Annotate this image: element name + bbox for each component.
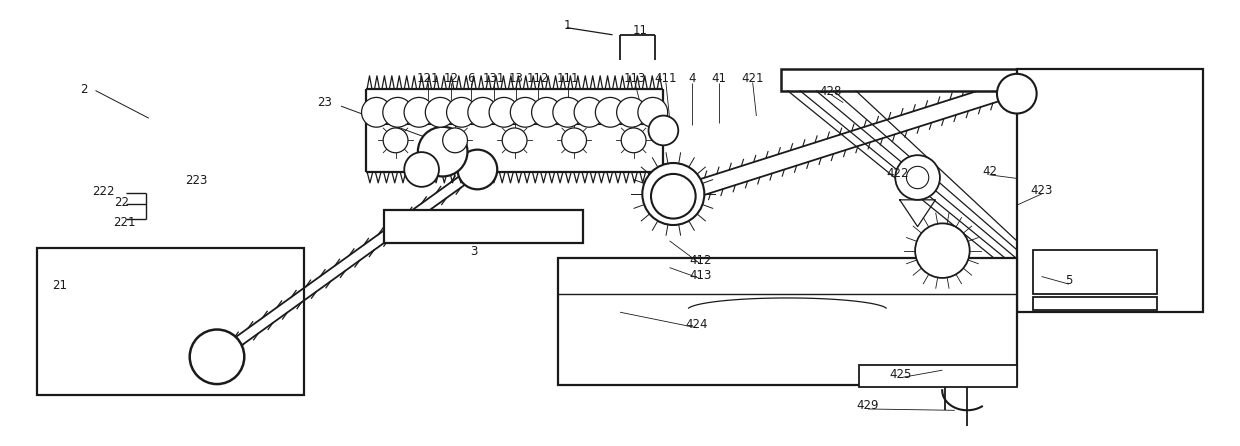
Circle shape bbox=[574, 97, 604, 127]
Text: 413: 413 bbox=[689, 269, 712, 282]
Circle shape bbox=[489, 97, 518, 127]
Circle shape bbox=[502, 128, 527, 153]
Text: 425: 425 bbox=[889, 368, 911, 381]
Circle shape bbox=[362, 97, 392, 127]
Circle shape bbox=[404, 152, 439, 187]
Text: 1: 1 bbox=[564, 19, 572, 33]
Circle shape bbox=[511, 97, 541, 127]
Text: 5: 5 bbox=[1065, 274, 1073, 288]
Circle shape bbox=[404, 97, 434, 127]
Circle shape bbox=[906, 166, 929, 189]
Bar bbox=[1033, 250, 1157, 294]
Text: 429: 429 bbox=[857, 399, 879, 413]
Text: 3: 3 bbox=[470, 245, 477, 259]
Circle shape bbox=[649, 116, 678, 145]
Circle shape bbox=[915, 223, 970, 278]
Circle shape bbox=[443, 128, 467, 153]
Text: 223: 223 bbox=[185, 174, 207, 187]
Circle shape bbox=[553, 97, 583, 127]
Circle shape bbox=[997, 74, 1037, 113]
Circle shape bbox=[895, 155, 940, 200]
Text: 222: 222 bbox=[92, 185, 114, 198]
Circle shape bbox=[446, 97, 476, 127]
Circle shape bbox=[642, 163, 704, 225]
Text: 2: 2 bbox=[81, 83, 88, 96]
Text: 428: 428 bbox=[820, 85, 842, 98]
Text: 11: 11 bbox=[632, 24, 647, 37]
Text: 111: 111 bbox=[557, 71, 579, 85]
Bar bbox=[558, 258, 1017, 385]
Text: 423: 423 bbox=[1030, 184, 1053, 198]
Bar bbox=[859, 365, 1017, 387]
Text: 113: 113 bbox=[624, 71, 646, 85]
Text: 22: 22 bbox=[114, 196, 129, 210]
Circle shape bbox=[532, 97, 562, 127]
Circle shape bbox=[616, 97, 646, 127]
Text: 424: 424 bbox=[686, 318, 708, 331]
Text: 42: 42 bbox=[982, 165, 997, 178]
Bar bbox=[1033, 297, 1157, 310]
Circle shape bbox=[562, 128, 587, 153]
Text: 422: 422 bbox=[887, 166, 909, 180]
Text: 21: 21 bbox=[52, 279, 67, 292]
Bar bbox=[37, 248, 304, 395]
Text: 421: 421 bbox=[742, 71, 764, 85]
Text: 6: 6 bbox=[467, 71, 475, 85]
Circle shape bbox=[383, 128, 408, 153]
Bar bbox=[384, 210, 583, 243]
Text: 411: 411 bbox=[655, 71, 677, 85]
Text: 131: 131 bbox=[482, 71, 505, 85]
Text: 4: 4 bbox=[688, 71, 696, 85]
Text: 41: 41 bbox=[712, 71, 727, 85]
Circle shape bbox=[190, 330, 244, 384]
Text: 12: 12 bbox=[444, 71, 459, 85]
Circle shape bbox=[418, 127, 467, 177]
Text: 112: 112 bbox=[527, 71, 549, 85]
Circle shape bbox=[651, 174, 696, 219]
Text: 412: 412 bbox=[689, 254, 712, 268]
Text: 221: 221 bbox=[113, 216, 135, 230]
Circle shape bbox=[637, 97, 667, 127]
Circle shape bbox=[467, 97, 497, 127]
Text: 13: 13 bbox=[508, 71, 523, 85]
Circle shape bbox=[383, 97, 413, 127]
Circle shape bbox=[595, 97, 625, 127]
Circle shape bbox=[458, 150, 497, 189]
Bar bbox=[1017, 69, 1203, 312]
Bar bbox=[781, 69, 1042, 91]
Circle shape bbox=[425, 97, 455, 127]
Text: 121: 121 bbox=[417, 71, 439, 85]
Text: 23: 23 bbox=[317, 96, 332, 109]
Circle shape bbox=[621, 128, 646, 153]
